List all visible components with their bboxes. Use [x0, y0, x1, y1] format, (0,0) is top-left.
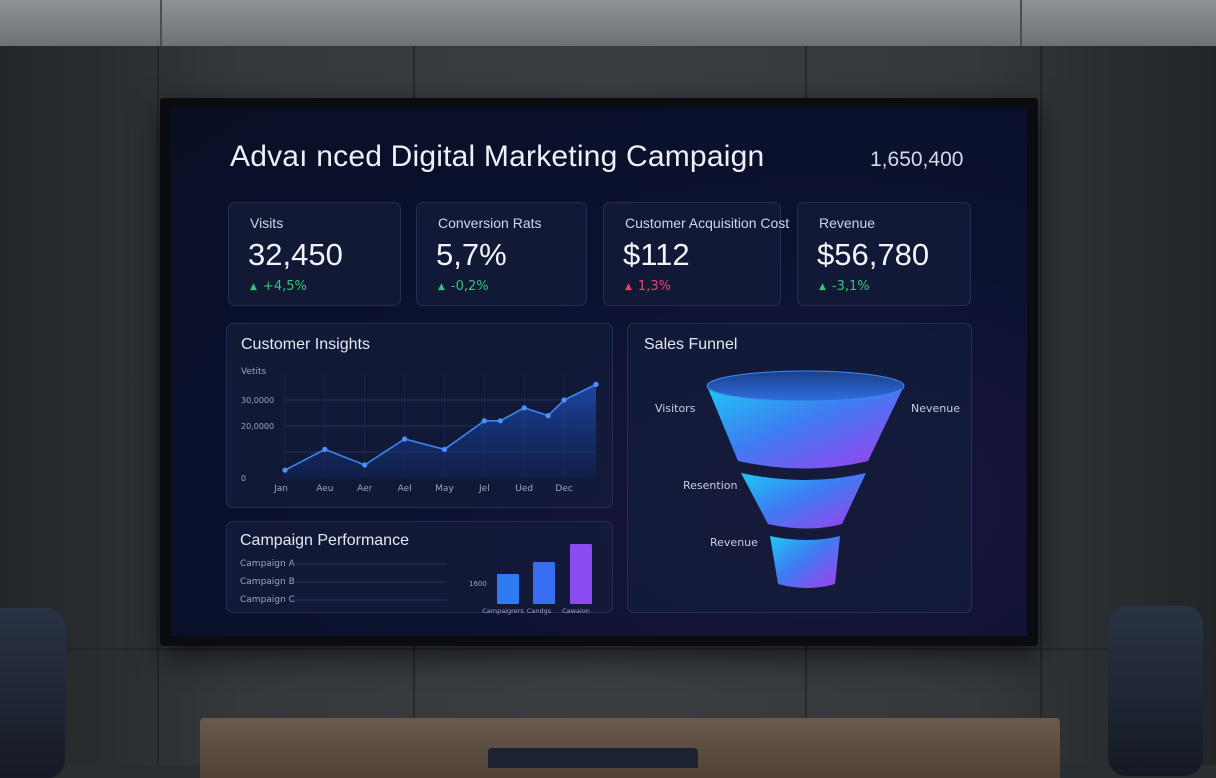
kpi-label: Conversion Rats: [438, 215, 542, 231]
data-point: [322, 446, 328, 452]
campaign-bar: [533, 562, 555, 604]
y-tick-label: 30,0000: [241, 396, 274, 405]
funnel-stage-bottom: [770, 536, 840, 588]
kpi-delta-value: +4,5%: [262, 279, 307, 294]
sales-funnel-title: Sales Funnel: [644, 336, 738, 353]
chair-left: [0, 608, 65, 778]
funnel-stage-top: [707, 386, 904, 469]
wall-panel-line: [157, 46, 159, 765]
kpi-value: 5,7%: [436, 237, 507, 272]
kpi-delta-value: 1,3%: [637, 279, 671, 294]
x-tick-label: Ued: [515, 484, 533, 494]
kpi-delta: ▲ -0,2%: [438, 279, 489, 294]
data-point: [402, 436, 408, 442]
wall-panel-line: [0, 648, 1216, 650]
funnel-label-visitors: Visitors: [655, 402, 696, 415]
customer-insights-chart[interactable]: 30,0000 20,0000 0 Jan Aeu Aer Ael May Jel Ued Dec: [227, 324, 612, 507]
dashboard-title: Advaı nced Digital Marketing Campaign: [230, 140, 765, 173]
data-point: [497, 418, 503, 424]
campaign-performance-title: Campaign Performance: [240, 532, 409, 549]
kpi-label: Visits: [250, 215, 284, 231]
campaign-row-label: Campaign B: [240, 577, 295, 587]
data-point: [441, 446, 448, 452]
y-axis-title: Vetits: [241, 367, 267, 377]
bar-category-label: Cawaion: [562, 607, 590, 615]
kpi-value: 32,450: [248, 237, 343, 272]
ceiling: [0, 0, 1216, 46]
triangle-up-icon: ▲: [819, 282, 826, 292]
campaign-bar: [497, 574, 519, 604]
data-point: [545, 413, 551, 419]
sales-funnel-graphic[interactable]: [628, 324, 971, 612]
y-tick-label: 0: [241, 474, 246, 483]
kpi-label: Customer Acquisition Cost: [625, 215, 790, 231]
y-tick-label: 20,0000: [241, 422, 274, 431]
data-point: [593, 381, 599, 387]
funnel-label-retention: Resention: [683, 479, 738, 492]
kpi-value: $112: [623, 237, 690, 272]
data-point: [521, 405, 527, 411]
x-tick-label: Ael: [398, 484, 412, 494]
x-tick-label: May: [435, 484, 454, 494]
campaign-bar-chart[interactable]: Campaigrers Candgs Cawaion: [227, 522, 612, 615]
campaign-row-label: Campaign A: [240, 559, 295, 569]
triangle-up-icon: ▲: [625, 282, 632, 292]
data-point: [282, 467, 288, 473]
x-tick-label: Aeu: [316, 484, 333, 494]
kpi-card-conversion[interactable]: Conversion Rats 5,7% ▲ -0,2%: [416, 202, 587, 306]
kpi-delta: ▲ 1,3%: [625, 279, 671, 294]
data-point: [481, 418, 487, 424]
kpi-card-revenue[interactable]: Revenue $56,780 ▲ -3,1%: [797, 202, 971, 306]
x-tick-label: Aer: [357, 484, 373, 494]
bar-axis-label: 1600: [469, 580, 487, 588]
dashboard-screen: Advaı nced Digital Marketing Campaign 1,…: [171, 108, 1027, 636]
x-tick-label: Dec: [555, 484, 572, 494]
data-point: [561, 397, 567, 403]
kpi-value: $56,780: [817, 237, 930, 272]
triangle-up-icon: ▲: [250, 282, 257, 292]
ceiling-seam: [160, 0, 162, 46]
campaign-performance-panel: Campaign Performance Campaign A Campaign…: [226, 521, 613, 615]
laptop: [488, 748, 698, 768]
x-tick-label: Jan: [273, 484, 288, 494]
kpi-delta: ▲ +4,5%: [250, 279, 307, 294]
funnel-opening: [706, 370, 905, 402]
data-point: [362, 462, 368, 468]
customer-insights-panel: Customer Insights Vetits 30,0000 20,0000 0…: [226, 323, 613, 508]
kpi-label: Revenue: [819, 215, 876, 231]
headline-value: 1,650,400: [870, 148, 964, 171]
insights-area: [285, 384, 596, 478]
kpi-card-visits[interactable]: Visits 32,450 ▲ +4,5%: [228, 202, 401, 306]
kpi-delta-value: -3,1%: [831, 279, 870, 294]
kpi-delta-value: -0,2%: [450, 279, 489, 294]
kpi-card-cac[interactable]: Customer Acquisition Cost $112 ▲ 1,3%: [603, 202, 789, 306]
triangle-up-icon: ▲: [438, 282, 445, 292]
customer-insights-title: Customer Insights: [241, 336, 370, 353]
bar-category-label: Campaigrers: [482, 607, 524, 615]
funnel-stage-middle: [741, 473, 866, 529]
chair-right: [1108, 606, 1203, 776]
funnel-label-revenue-right: Nevenue: [911, 402, 960, 415]
ceiling-seam: [1020, 0, 1022, 46]
campaign-row-label: Campaign C: [240, 595, 295, 605]
bar-category-label: Candgs: [527, 607, 552, 615]
kpi-delta: ▲ -3,1%: [819, 279, 870, 294]
x-tick-label: Jel: [478, 484, 490, 494]
funnel-label-revenue-bottom: Revenue: [710, 536, 758, 549]
sales-funnel-panel: Sales Funnel Visitors Nevenue Resention …: [627, 323, 972, 613]
campaign-bar: [570, 544, 592, 604]
wall-panel-line: [1040, 46, 1042, 765]
